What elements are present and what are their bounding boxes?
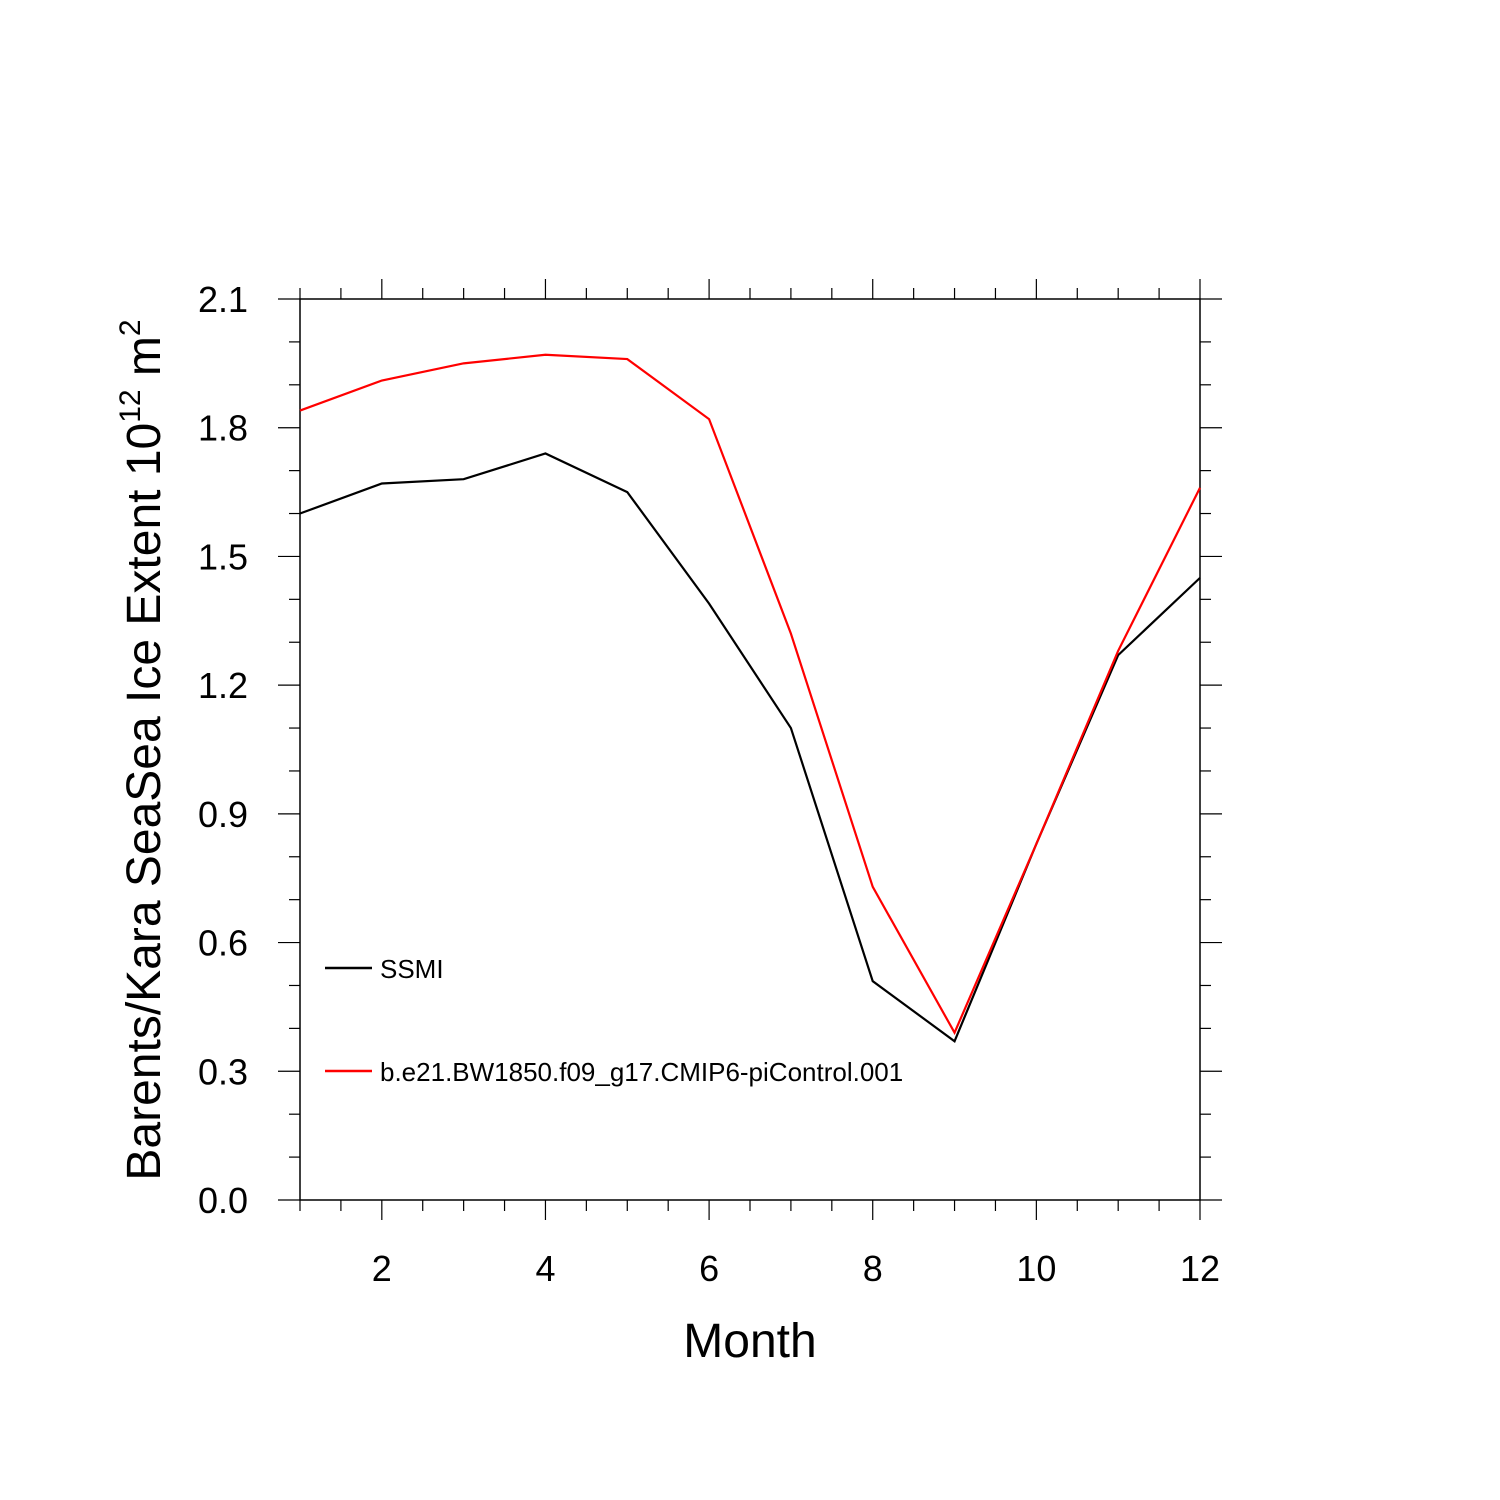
x-tick-label: 8 (863, 1248, 883, 1289)
y-tick-label: 0.3 (198, 1051, 248, 1092)
y-tick-label: 1.2 (198, 665, 248, 706)
series-lines (299, 353, 1201, 1043)
x-axis-title: Month (683, 1315, 816, 1368)
axis-ticks (278, 279, 1222, 1220)
x-tick-label: 2 (372, 1248, 392, 1289)
y-tick-label: 0.9 (198, 794, 248, 835)
x-tick-label: 4 (535, 1248, 555, 1289)
y-axis-title-unit-exponent: 2 (114, 319, 147, 336)
legend: SSMI b.e21.BW1850.f09_g17.CMIP6-piContro… (325, 954, 903, 1087)
y-tick-label: 1.5 (198, 536, 248, 577)
y-axis-title-unit: m (118, 336, 171, 389)
x-tick-label: 10 (1016, 1248, 1056, 1289)
y-axis-title-main: Barents/Kara SeaSea Ice Extent 10 (118, 423, 171, 1181)
y-tick-label: 0.0 (198, 1180, 248, 1221)
axis-tick-labels: 2 4 6 8 10 12 0.0 0.3 0.6 0.9 1.2 1.5 1.8 2.1 (198, 279, 1220, 1289)
y-tick-label: 0.6 (198, 923, 248, 964)
y-axis-title: Barents/Kara SeaSea Ice Extent 1012 m2 (114, 319, 171, 1180)
y-tick-label: 1.8 (198, 408, 248, 449)
y-axis-title-exponent: 12 (114, 389, 147, 422)
legend-label-picontrol: b.e21.BW1850.f09_g17.CMIP6-piControl.001 (380, 1057, 903, 1087)
x-tick-label: 12 (1180, 1248, 1220, 1289)
series-line-picontrol (299, 353, 1201, 1036)
legend-label-ssmi: SSMI (380, 954, 444, 984)
y-tick-label: 2.1 (198, 279, 248, 320)
x-tick-label: 6 (699, 1248, 719, 1289)
